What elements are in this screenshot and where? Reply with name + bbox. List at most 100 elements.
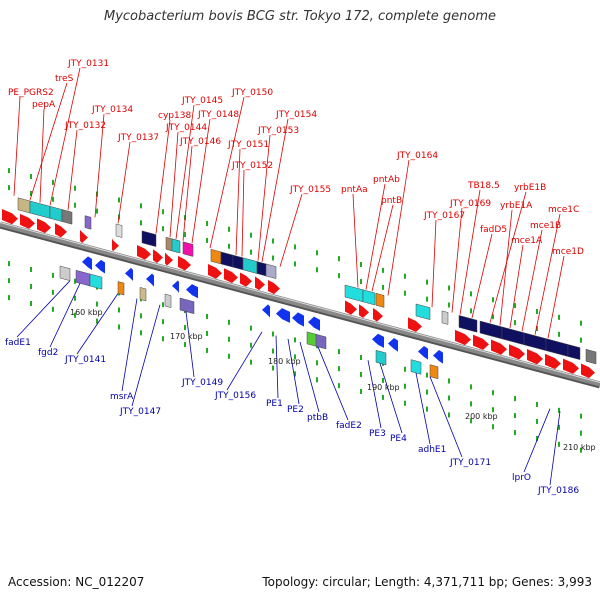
- forward-gene-arrow: [373, 307, 383, 322]
- label-leader-top: [117, 141, 131, 224]
- label-leader-bottom: [415, 372, 431, 445]
- gene-domain-block: [585, 348, 597, 365]
- label-leader-bottom: [49, 283, 81, 348]
- track-tick: [52, 306, 54, 312]
- gene-label-bottom: PE2: [287, 405, 304, 415]
- gene-domain-block: [501, 326, 525, 346]
- label-leader-bottom: [76, 293, 119, 355]
- track-tick: [426, 389, 428, 395]
- track-tick: [250, 232, 252, 238]
- track-tick: [558, 441, 560, 447]
- gene-features: [2, 197, 597, 380]
- label-leader-top: [39, 108, 45, 203]
- track-tick: [294, 354, 296, 360]
- track-tick: [162, 319, 164, 325]
- track-tick: [492, 314, 494, 320]
- label-leader-bottom: [131, 304, 161, 407]
- forward-gene-arrow: [112, 238, 119, 252]
- track-tick: [162, 336, 164, 342]
- track-tick: [536, 401, 538, 407]
- gene-domain-block: [139, 287, 147, 302]
- forward-gene-arrow: [473, 334, 489, 350]
- gene-domain-block: [232, 254, 244, 271]
- gene-label-top: JTY_0151: [227, 140, 269, 150]
- label-leader-top: [365, 183, 386, 290]
- label-leader-top: [451, 207, 463, 313]
- forward-gene-arrow: [563, 358, 579, 374]
- label-leader-bottom: [185, 311, 195, 378]
- track-tick: [74, 185, 76, 191]
- track-tick: [272, 255, 274, 261]
- track-tick: [338, 273, 340, 279]
- track-tick: [316, 360, 318, 366]
- label-leader-top: [471, 233, 493, 318]
- gene-label-top: JTY_0150: [231, 88, 273, 98]
- reverse-gene-arrow: [292, 312, 304, 327]
- gene-domain-block: [415, 303, 431, 321]
- gene-domain-block: [458, 315, 478, 333]
- track-tick: [8, 295, 10, 301]
- track-tick: [448, 378, 450, 384]
- forward-gene-arrow: [80, 229, 88, 243]
- forward-gene-arrow: [153, 249, 163, 263]
- track-tick: [294, 371, 296, 377]
- track-tick: [558, 407, 560, 413]
- track-tick: [558, 424, 560, 430]
- track-tick: [30, 267, 32, 273]
- track-tick: [162, 302, 164, 308]
- track-tick: [118, 197, 120, 203]
- label-leader-bottom: [275, 335, 279, 399]
- track-tick: [8, 278, 10, 284]
- forward-gene-arrow: [527, 349, 543, 365]
- gene-domain-block: [17, 197, 31, 214]
- track-tick: [30, 284, 32, 290]
- track-tick: [404, 273, 406, 279]
- track-tick: [118, 324, 120, 330]
- gene-label-top: JTY_0152: [231, 161, 273, 171]
- track-tick: [74, 312, 76, 318]
- reverse-gene-arrow: [172, 280, 179, 294]
- track-tick: [360, 279, 362, 285]
- gene-domain-block: [220, 251, 234, 268]
- backbone-highlight: [0, 222, 600, 384]
- label-leader-bottom: [299, 341, 320, 413]
- track-tick: [580, 413, 582, 419]
- track-tick: [8, 185, 10, 191]
- forward-gene-arrow: [137, 245, 151, 260]
- forward-gene-arrow: [545, 353, 561, 370]
- gene-label-bottom: JTY_0156: [214, 391, 256, 401]
- summary-text: Topology: circular; Length: 4,371,711 bp…: [262, 575, 592, 589]
- gene-domain-block: [315, 333, 327, 350]
- track-tick: [470, 308, 472, 314]
- gene-label-bottom: JTY_0171: [449, 458, 491, 468]
- reverse-gene-arrow: [146, 273, 154, 287]
- gene-label-bottom: JTY_0186: [537, 486, 579, 496]
- label-leader-top: [94, 113, 105, 218]
- gene-domain-block: [49, 206, 63, 222]
- gene-domain-block: [164, 293, 172, 308]
- gene-domain-block: [84, 215, 92, 230]
- gene-label-top: yrbE1B: [514, 183, 546, 193]
- gene-label-top: JTY_0131: [67, 59, 109, 69]
- gene-domain-block: [141, 230, 157, 247]
- track-tick: [536, 325, 538, 331]
- track-tick: [316, 377, 318, 383]
- track-tick: [228, 243, 230, 249]
- forward-gene-arrow: [255, 276, 265, 291]
- track-tick: [580, 320, 582, 326]
- label-leader-bottom: [287, 338, 300, 405]
- track-tick: [514, 303, 516, 309]
- track-tick: [404, 366, 406, 372]
- gene-label-top: treS: [55, 74, 74, 84]
- track-tick: [30, 191, 32, 197]
- forward-gene-arrow: [581, 363, 595, 379]
- track-tick: [514, 430, 516, 436]
- label-leader-bottom: [549, 411, 561, 486]
- track-tick: [514, 396, 516, 402]
- gene-domain-block: [179, 297, 195, 315]
- track-tick: [52, 272, 54, 278]
- forward-gene-arrow: [240, 272, 252, 287]
- track-tick: [580, 337, 582, 343]
- label-leader-bottom: [367, 360, 382, 429]
